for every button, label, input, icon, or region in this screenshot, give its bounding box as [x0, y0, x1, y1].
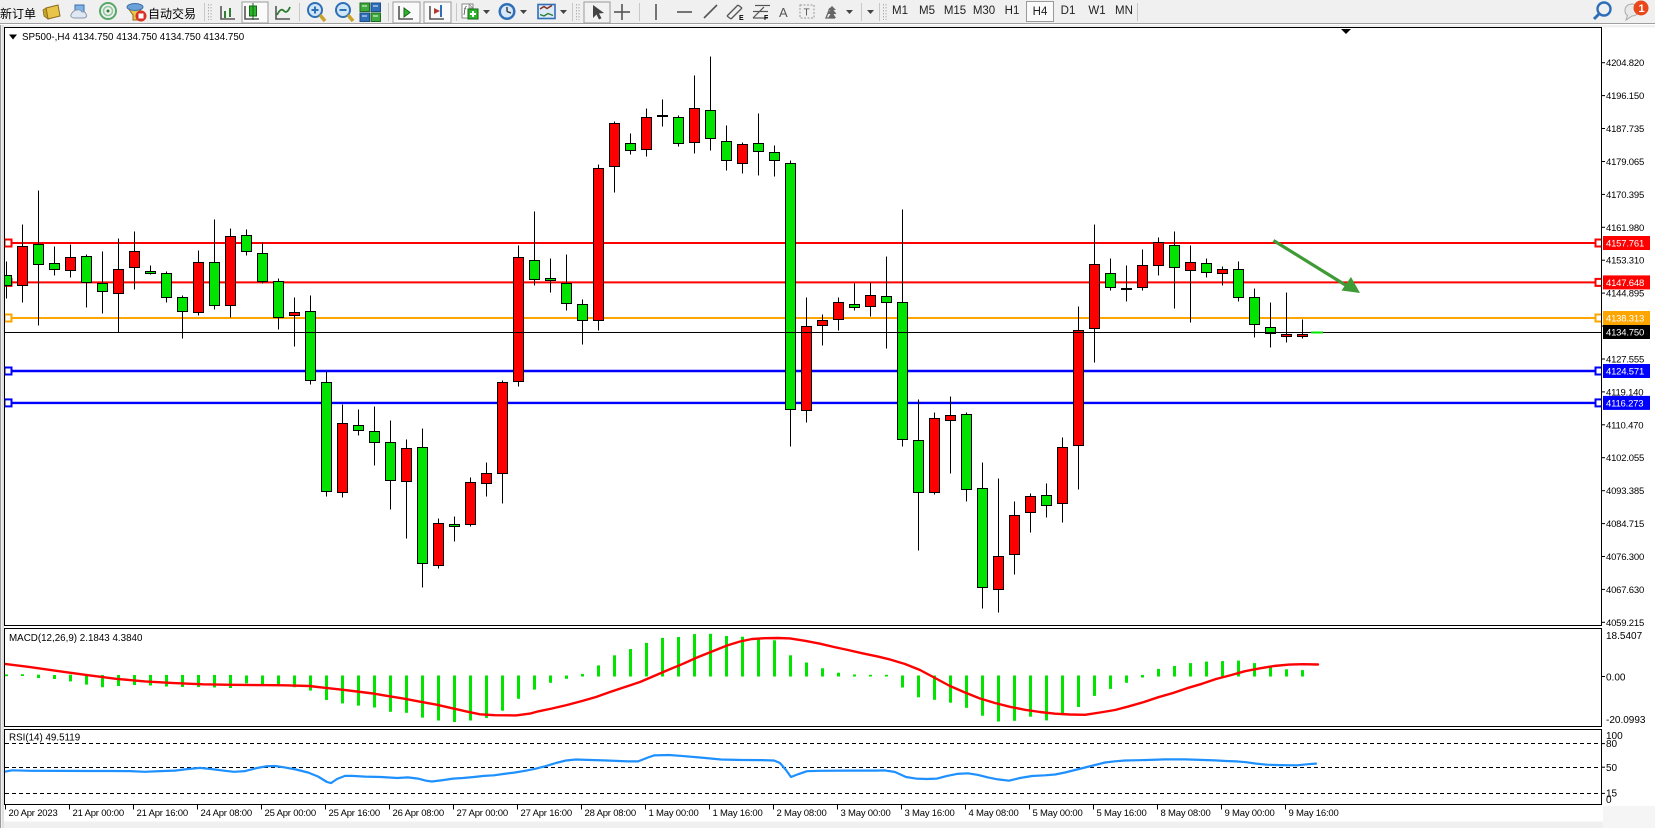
svg-text:4084.715: 4084.715	[1606, 519, 1644, 530]
svg-text:4076.300: 4076.300	[1606, 552, 1644, 563]
svg-text:4157.761: 4157.761	[1606, 239, 1644, 250]
svg-text:3 May 16:00: 3 May 16:00	[905, 808, 955, 819]
svg-text:8 May 08:00: 8 May 08:00	[1161, 808, 1211, 819]
svg-text:4138.313: 4138.313	[1606, 314, 1644, 325]
svg-text:4093.385: 4093.385	[1606, 486, 1644, 497]
svg-text:1 May 00:00: 1 May 00:00	[649, 808, 699, 819]
svg-text:21 Apr 16:00: 21 Apr 16:00	[137, 808, 188, 819]
svg-text:4204.820: 4204.820	[1606, 58, 1644, 69]
svg-text:80: 80	[1606, 739, 1618, 750]
svg-text:2 May 08:00: 2 May 08:00	[777, 808, 827, 819]
svg-text:4059.215: 4059.215	[1606, 618, 1644, 629]
svg-text:5 May 16:00: 5 May 16:00	[1097, 808, 1147, 819]
svg-text:9 May 16:00: 9 May 16:00	[1289, 808, 1339, 819]
svg-text:4127.555: 4127.555	[1606, 355, 1644, 366]
svg-text:F: F	[764, 15, 769, 22]
svg-text:15: 15	[1606, 789, 1618, 800]
svg-text:4147.648: 4147.648	[1606, 278, 1644, 289]
svg-text:25 Apr 16:00: 25 Apr 16:00	[329, 808, 380, 819]
svg-text:27 Apr 16:00: 27 Apr 16:00	[521, 808, 572, 819]
svg-text:4187.735: 4187.735	[1606, 124, 1644, 135]
svg-text:24 Apr 08:00: 24 Apr 08:00	[201, 808, 252, 819]
svg-text:1: 1	[1639, 3, 1645, 15]
svg-text:4102.055: 4102.055	[1606, 453, 1644, 464]
svg-text:0.00: 0.00	[1606, 673, 1626, 684]
svg-text:26 Apr 08:00: 26 Apr 08:00	[393, 808, 444, 819]
svg-text:4119.140: 4119.140	[1606, 387, 1643, 398]
svg-text:50: 50	[1606, 763, 1618, 774]
svg-text:21 Apr 00:00: 21 Apr 00:00	[73, 808, 124, 819]
svg-text:100: 100	[1606, 731, 1623, 742]
svg-text:RSI(14) 49.5119: RSI(14) 49.5119	[9, 733, 80, 744]
svg-text:MACD(12,26,9) 2.1843 4.3840: MACD(12,26,9) 2.1843 4.3840	[9, 633, 143, 644]
svg-text:4153.310: 4153.310	[1606, 256, 1644, 267]
svg-text:4144.895: 4144.895	[1606, 289, 1644, 300]
svg-text:f: f	[464, 5, 468, 15]
svg-text:4161.980: 4161.980	[1606, 223, 1644, 234]
svg-text:18.5407: 18.5407	[1606, 631, 1643, 642]
svg-text:1 May 16:00: 1 May 16:00	[713, 808, 763, 819]
svg-text:4170.395: 4170.395	[1606, 190, 1644, 201]
svg-text:27 Apr 00:00: 27 Apr 00:00	[457, 808, 508, 819]
svg-text:4196.150: 4196.150	[1606, 91, 1644, 102]
svg-text:4067.630: 4067.630	[1606, 585, 1644, 596]
svg-text:T: T	[804, 8, 810, 19]
svg-text:E: E	[739, 15, 744, 22]
svg-text:SP500-,H4 4134.750 4134.750 4: SP500-,H4 4134.750 4134.750 4134.750 413…	[22, 32, 245, 43]
svg-text:4116.273: 4116.273	[1606, 398, 1643, 409]
svg-text:20 Apr 2023: 20 Apr 2023	[9, 808, 58, 819]
svg-text:0: 0	[1606, 795, 1612, 806]
svg-text:3 May 00:00: 3 May 00:00	[841, 808, 891, 819]
svg-text:4134.750: 4134.750	[1606, 328, 1644, 339]
svg-text:5 May 00:00: 5 May 00:00	[1033, 808, 1083, 819]
svg-text:4 May 08:00: 4 May 08:00	[969, 808, 1019, 819]
svg-text:4179.065: 4179.065	[1606, 157, 1644, 168]
svg-text:25 Apr 00:00: 25 Apr 00:00	[265, 808, 316, 819]
svg-text:9 May 00:00: 9 May 00:00	[1225, 808, 1275, 819]
svg-text:-20.0993: -20.0993	[1606, 715, 1646, 726]
svg-text:28 Apr 08:00: 28 Apr 08:00	[585, 808, 636, 819]
svg-text:A: A	[779, 5, 788, 20]
svg-text:4110.470: 4110.470	[1606, 420, 1643, 431]
svg-text:4124.571: 4124.571	[1606, 367, 1644, 378]
